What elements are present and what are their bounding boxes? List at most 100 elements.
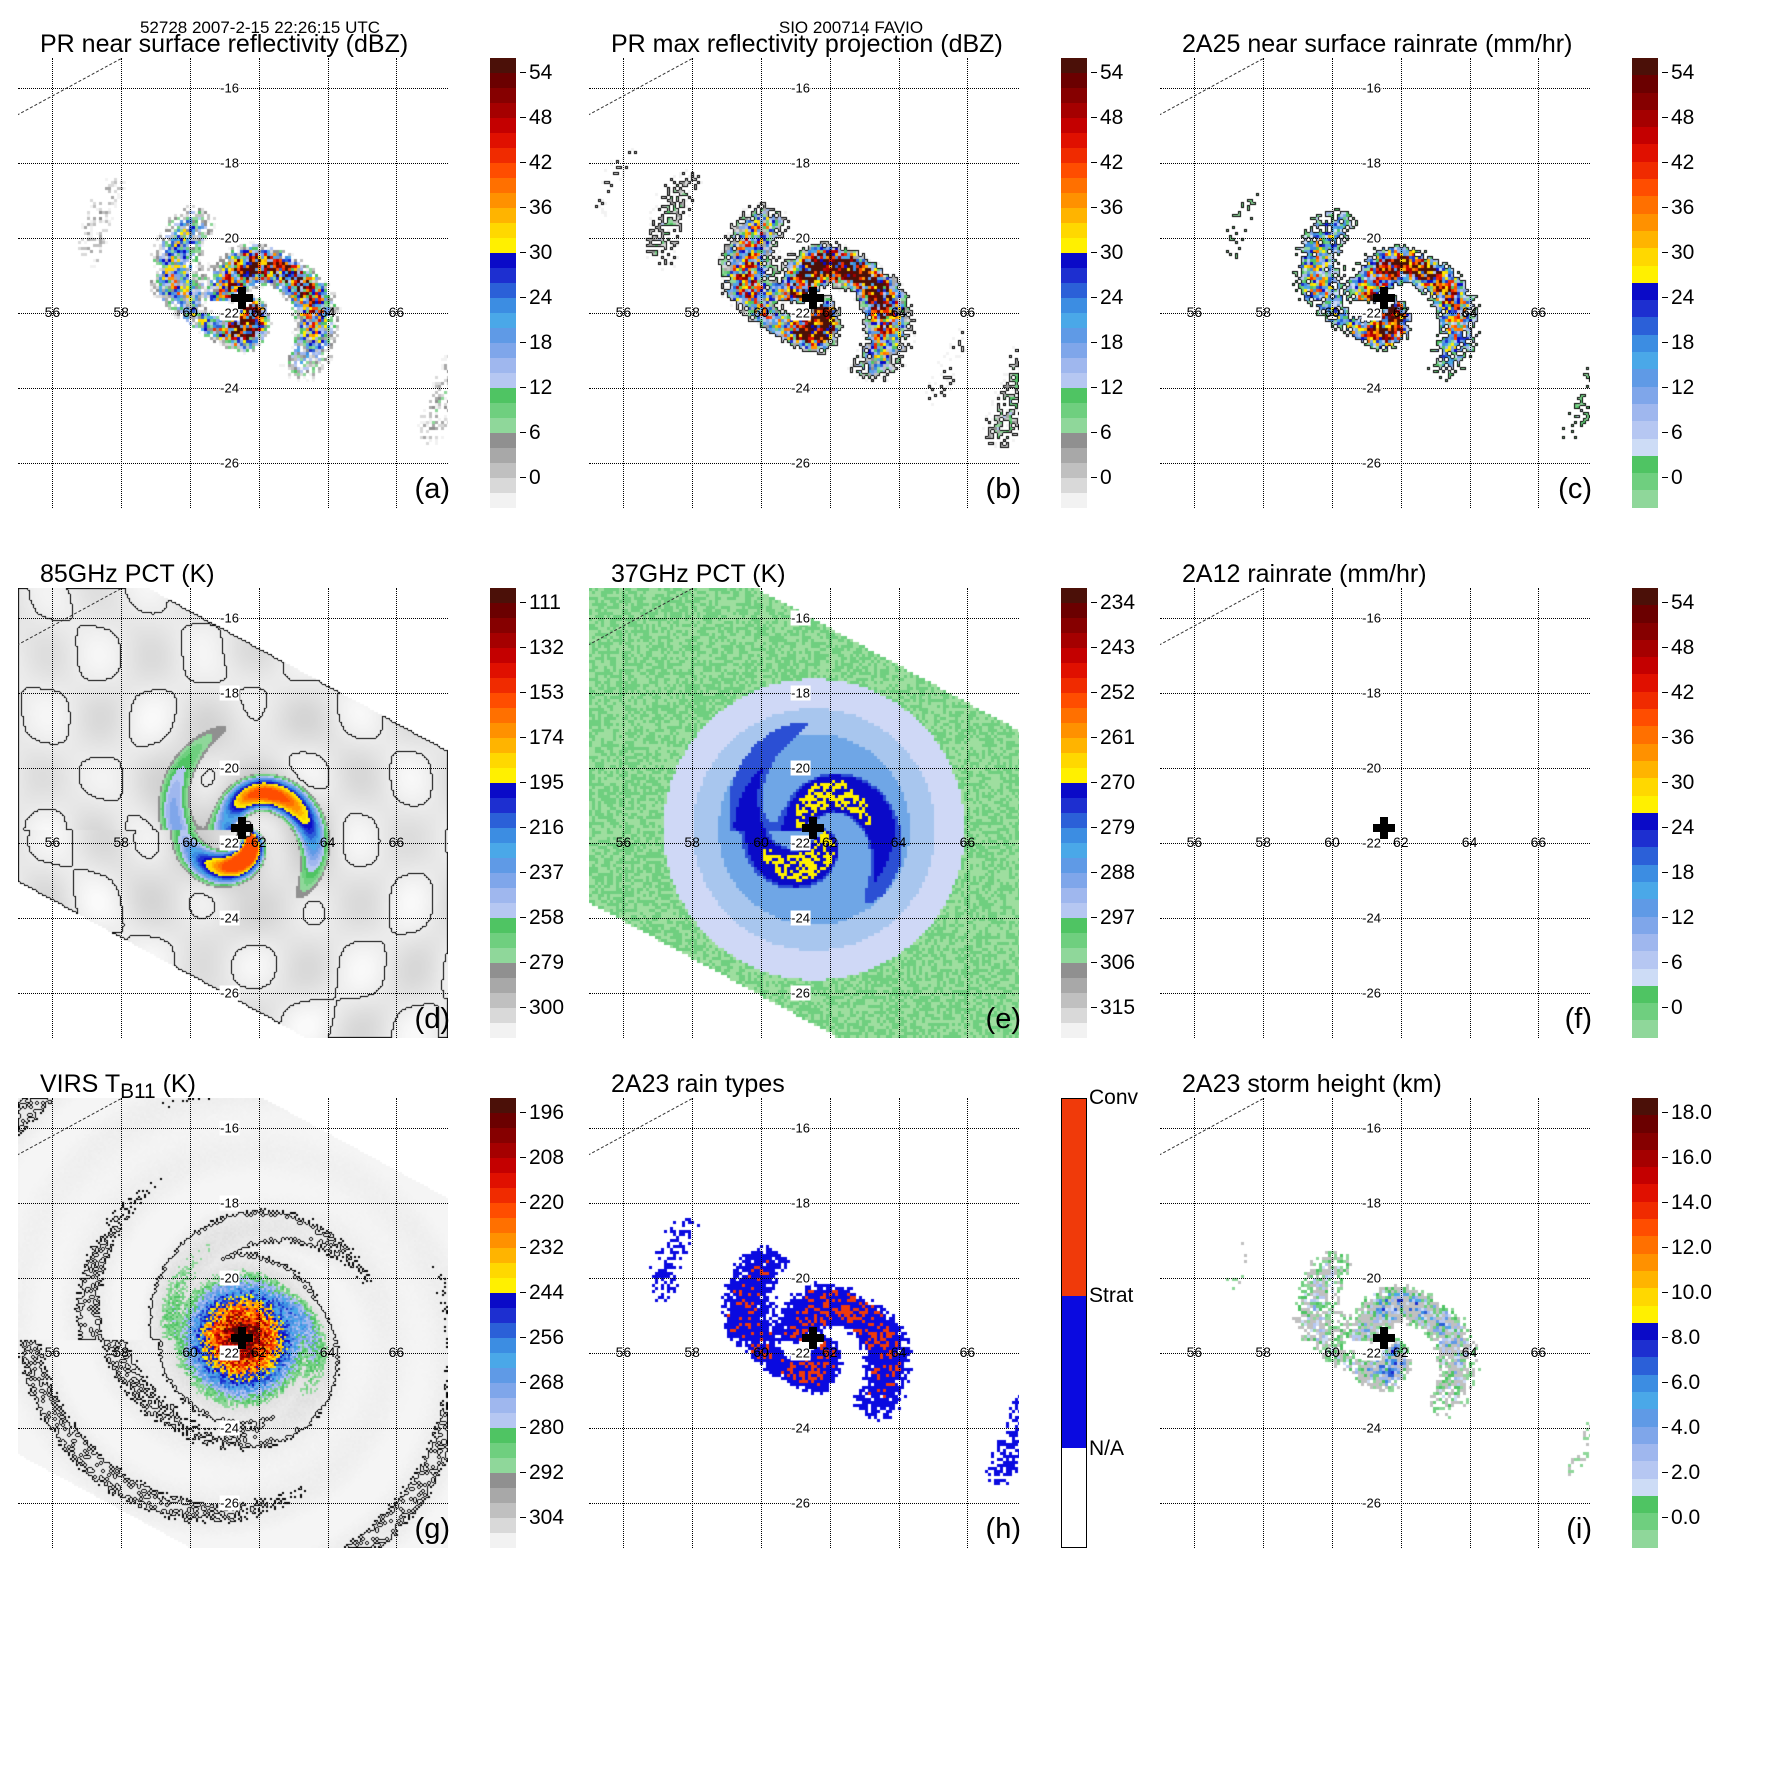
lon-tick-label: 60 (753, 1343, 769, 1360)
colorbar-band (490, 358, 516, 373)
colorbar-band (1632, 1513, 1658, 1531)
lon-tick-label: 64 (890, 833, 907, 850)
colorbar-band (490, 1503, 516, 1518)
lon-tick-label: 60 (182, 303, 198, 320)
lon-tick-label: 60 (1324, 303, 1340, 320)
colorbar-band (490, 73, 516, 88)
lat-tick-label: -24 (219, 1420, 240, 1436)
colorbar-band (1632, 830, 1658, 848)
colorbar-tick-label: 256 (529, 1325, 565, 1349)
colorbar-band (1061, 223, 1087, 238)
colorbar-band (490, 618, 516, 633)
colorbar-band (1632, 455, 1658, 474)
lon-tick-label: 64 (319, 1343, 336, 1360)
panel-f: 2A12 rainrate (mm/hr) 56 58 60 62 64 66 -16 -18-… (1160, 560, 1720, 1050)
lon-tick-label: 62 (822, 1343, 838, 1360)
colorbar-tick: 10.0 (1662, 1281, 1712, 1305)
colorbar-tick: 279 (1091, 816, 1135, 840)
data-layer (18, 1098, 448, 1548)
colorbar-tick-label: 48 (1671, 635, 1695, 659)
colorbar-band (490, 1308, 516, 1323)
colorbar-band (1061, 663, 1087, 678)
lon-tick-label: 66 (388, 833, 405, 850)
lat-tick-label: -24 (790, 1420, 811, 1436)
colorbar-band (1632, 1461, 1658, 1479)
colorbar-band (490, 813, 516, 828)
colorbar: 54 48 42 36 30 24 18 12 6 0 (490, 58, 552, 508)
colorbar-band (1632, 726, 1658, 744)
colorbar-tick: 0 (1091, 466, 1112, 490)
colorbar: 54 48 42 36 30 24 18 12 6 0 (1061, 58, 1123, 508)
lon-tick-label: 58 (684, 303, 700, 320)
colorbar-band (490, 1383, 516, 1398)
colorbar-band (1061, 343, 1087, 358)
colorbar-band (1632, 951, 1658, 969)
colorbar-band (1632, 1478, 1658, 1496)
lon-tick-label: 64 (1461, 833, 1478, 850)
colorbar-tick-label: 30 (1671, 770, 1695, 794)
map-canvas: 56 58 60 62 64 66 -16 -18 -20 -22 -24 -26 (1160, 1098, 1590, 1548)
colorbar-band (1061, 843, 1087, 858)
colorbar-band (490, 873, 516, 888)
colorbar-band (490, 373, 516, 388)
colorbar-tick-label: 8.0 (1671, 1325, 1701, 1349)
lat-tick-label: -16 (219, 610, 240, 626)
colorbar-band (490, 493, 516, 508)
colorbar-tick: 243 (1091, 636, 1135, 660)
colorbar-tick-label: 48 (1671, 105, 1695, 129)
colorbar-tick: 195 (520, 771, 564, 795)
colorbar-band (490, 1248, 516, 1263)
colorbar-tick-label: 258 (529, 905, 565, 929)
lon-tick-label: 56 (1186, 1343, 1203, 1360)
colorbar-tick-label: 18 (1671, 860, 1695, 884)
colorbar-tick-label: 220 (529, 1190, 565, 1214)
colorbar-band (1632, 352, 1658, 370)
colorbar-band (490, 693, 516, 708)
colorbar-tick: 18.0 (1662, 1101, 1712, 1125)
colorbar-band (1632, 1149, 1658, 1168)
colorbar-band (490, 1398, 516, 1413)
colorbar-band (490, 283, 516, 298)
colorbar-band (1632, 369, 1658, 387)
colorbar-tick: 0 (1662, 466, 1683, 490)
panel-title: PR max reflectivity projection (dBZ) (611, 30, 1003, 58)
lon-tick-label: 66 (1530, 303, 1547, 320)
colorbar-band (1632, 1236, 1658, 1254)
lat-tick-label: -20 (219, 230, 240, 246)
colorbar-tick: 16.0 (1662, 1146, 1712, 1170)
panel-title: 37GHz PCT (K) (611, 560, 786, 588)
colorbar-band (1061, 133, 1087, 148)
colorbar-tick-label: 153 (529, 680, 565, 704)
lon-tick-label: 60 (753, 303, 769, 320)
colorbar-band (490, 1488, 516, 1503)
colorbar-band (1061, 298, 1087, 313)
colorbar-tick: 36 (1662, 726, 1694, 750)
colorbar-band (490, 633, 516, 648)
colorbar-band (490, 888, 516, 903)
colorbar-tick: 280 (520, 1416, 564, 1440)
lat-tick-label: -26 (1361, 455, 1382, 471)
colorbar-band (1061, 73, 1087, 88)
colorbar-band (1061, 88, 1087, 103)
panel-title: 2A12 rainrate (mm/hr) (1182, 560, 1427, 588)
colorbar-band (1061, 493, 1087, 508)
colorbar-tick: 216 (520, 816, 564, 840)
colorbar-tick: 268 (520, 1371, 564, 1395)
colorbar-tick: 24 (1662, 286, 1694, 310)
colorbar-band (1632, 882, 1658, 900)
colorbar-tick-label: 36 (1671, 725, 1695, 749)
colorbar-tick: 48 (1091, 106, 1123, 130)
lon-tick-label: 60 (182, 1343, 198, 1360)
colorbar-band (1632, 1340, 1658, 1358)
storm-center-marker (1372, 1327, 1395, 1349)
colorbar-band (1061, 193, 1087, 208)
lat-tick-label: -16 (1361, 610, 1382, 626)
lon-tick-label: 56 (44, 303, 61, 320)
lon-tick-label: 58 (1255, 303, 1271, 320)
colorbar-band (1632, 317, 1658, 335)
lat-tick-label: -22 (790, 1345, 811, 1361)
colorbar-band (1632, 334, 1658, 353)
colorbar-tick: 36 (520, 196, 552, 220)
map-canvas: 56 58 60 62 64 66 -16 -18 -20 -22 -24 -26 (589, 588, 1019, 1038)
colorbar-band (1061, 448, 1087, 463)
